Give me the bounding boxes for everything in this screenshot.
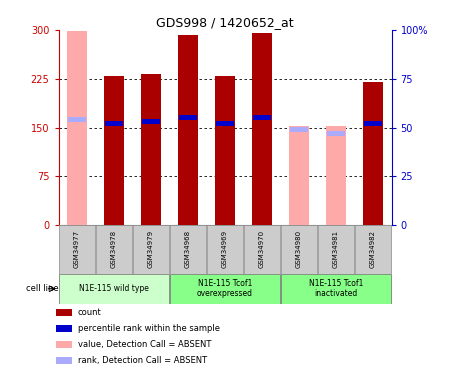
Bar (133, 225, 169, 274)
Bar (68, 117, 86, 122)
Bar (178, 35, 198, 225)
Bar (253, 116, 270, 120)
Bar (355, 225, 391, 274)
Text: percentile rank within the sample: percentile rank within the sample (78, 324, 220, 333)
Bar (170, 274, 280, 304)
Bar (180, 116, 197, 120)
Bar (326, 126, 346, 225)
Bar (290, 127, 308, 132)
Text: GSM34980: GSM34980 (296, 230, 302, 268)
Bar (216, 122, 234, 126)
Text: value, Detection Call = ABSENT: value, Detection Call = ABSENT (78, 340, 211, 349)
Text: N1E-115 Tcof1
overexpressed: N1E-115 Tcof1 overexpressed (197, 279, 253, 298)
Bar (170, 225, 206, 274)
Bar (327, 131, 345, 136)
Bar (252, 33, 272, 225)
Bar (207, 225, 243, 274)
Bar (289, 126, 309, 225)
Bar (105, 122, 123, 126)
Bar (56, 341, 72, 348)
Bar (281, 225, 317, 274)
Bar (318, 225, 354, 274)
Bar (67, 31, 87, 225)
Bar (59, 225, 95, 274)
Text: GSM34981: GSM34981 (333, 230, 339, 268)
Bar (59, 274, 169, 304)
Text: GSM34978: GSM34978 (111, 230, 117, 268)
Bar (56, 357, 72, 364)
Text: rank, Detection Call = ABSENT: rank, Detection Call = ABSENT (78, 356, 207, 365)
Bar (142, 119, 160, 124)
Bar (141, 74, 161, 225)
Bar (96, 225, 132, 274)
Bar (363, 82, 383, 225)
Bar (56, 309, 72, 316)
Text: GSM34970: GSM34970 (259, 230, 265, 268)
Text: N1E-115 Tcof1
inactivated: N1E-115 Tcof1 inactivated (309, 279, 363, 298)
Bar (104, 75, 124, 225)
Bar (215, 75, 235, 225)
Text: GSM34977: GSM34977 (74, 230, 80, 268)
Text: cell line: cell line (26, 284, 59, 293)
Bar (364, 122, 382, 126)
Title: GDS998 / 1420652_at: GDS998 / 1420652_at (156, 16, 294, 29)
Text: GSM34969: GSM34969 (222, 230, 228, 268)
Text: count: count (78, 308, 101, 317)
Text: GSM34982: GSM34982 (370, 230, 376, 268)
Text: GSM34968: GSM34968 (185, 230, 191, 268)
Text: GSM34979: GSM34979 (148, 230, 154, 268)
Bar (281, 274, 391, 304)
Bar (244, 225, 280, 274)
Text: N1E-115 wild type: N1E-115 wild type (79, 284, 149, 293)
Bar (56, 325, 72, 332)
